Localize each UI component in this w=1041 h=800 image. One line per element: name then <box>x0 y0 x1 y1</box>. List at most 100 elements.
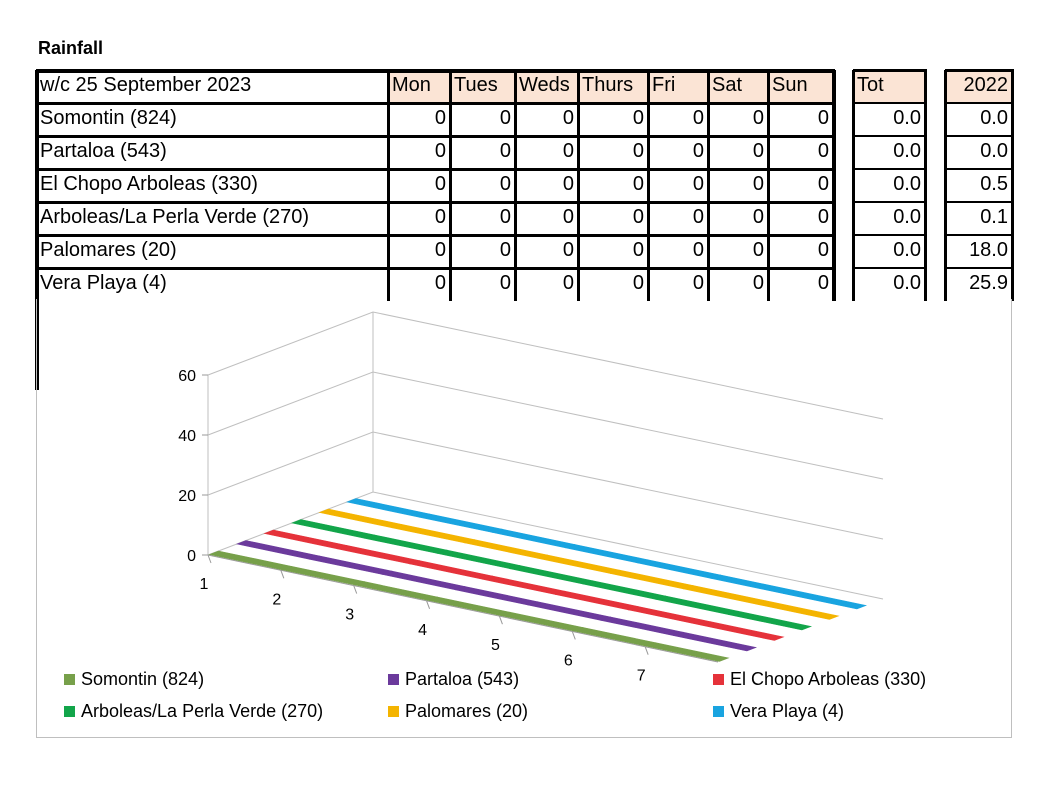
bar-4-3 <box>436 549 521 570</box>
prev-year-header: 2022 <box>945 70 1012 103</box>
bar-3-5 <box>554 590 639 611</box>
table-col-line <box>647 70 650 301</box>
table-row-line <box>36 267 835 270</box>
x-tick <box>498 615 503 625</box>
bar-3-3 <box>409 560 494 580</box>
legend-swatch <box>388 674 399 685</box>
total-value: 0.0 <box>893 206 921 228</box>
bar-3-7 <box>700 621 785 641</box>
x-tick <box>353 585 358 594</box>
bar-4-4 <box>509 565 594 585</box>
station-name: Arboleas/La Perla Verde (270) <box>40 206 310 228</box>
bar-4-5 <box>582 580 667 600</box>
bar-2-5 <box>527 601 612 621</box>
day-value: 0 <box>434 107 446 129</box>
prev-year-value: 0.0 <box>980 107 1008 129</box>
day-value: 0 <box>632 206 644 228</box>
legend-entry: Somontin (824) <box>81 669 204 689</box>
day-value: 0 <box>434 206 446 228</box>
day-header-weds: Weds <box>515 70 578 103</box>
table-border <box>1011 70 1014 301</box>
prev-year-value: 0.0 <box>980 140 1008 162</box>
bar-2-2 <box>308 555 393 575</box>
day-value: 0 <box>817 206 829 228</box>
table-border <box>924 70 927 301</box>
day-value: 0 <box>692 107 704 129</box>
station-name: El Chopo Arboleas (330) <box>40 173 258 195</box>
table-row-line <box>36 201 835 204</box>
day-value: 0 <box>562 239 574 261</box>
x-tick-label: 6 <box>564 652 573 669</box>
table-row-line <box>945 168 1014 170</box>
bar-2-1 <box>235 540 320 560</box>
day-value: 0 <box>692 206 704 228</box>
bar-1-6 <box>572 627 657 647</box>
table-row-line <box>945 102 1014 104</box>
day-value: 0 <box>562 140 574 162</box>
table-border <box>852 70 855 301</box>
page-title: Rainfall <box>38 38 104 58</box>
table-row-line <box>853 234 927 236</box>
bar-3-4 <box>481 575 566 595</box>
table-col-line <box>387 70 390 301</box>
table-border <box>853 69 927 72</box>
legend-entry: Palomares (20) <box>405 701 528 721</box>
day-value: 0 <box>499 206 511 228</box>
day-value: 0 <box>817 173 829 195</box>
day-value: 0 <box>752 140 764 162</box>
station-name: Palomares (20) <box>40 239 177 261</box>
table-row-line <box>853 102 927 104</box>
bar-5-6 <box>682 585 767 605</box>
x-axis-line <box>207 554 719 663</box>
day-value: 0 <box>499 107 511 129</box>
bar-1-5 <box>499 611 584 632</box>
bar-4-6 <box>655 595 740 616</box>
bar-4-1 <box>290 519 375 539</box>
table-border <box>945 69 1014 72</box>
table-col-line <box>449 70 452 301</box>
day-value: 0 <box>499 239 511 261</box>
table-col-line <box>767 70 770 301</box>
day-value: 0 <box>632 140 644 162</box>
prev-year-value: 18.0 <box>969 239 1008 261</box>
bar-4-2 <box>363 534 448 554</box>
x-tick-label: 1 <box>200 576 209 593</box>
day-value: 0 <box>434 140 446 162</box>
gridline <box>207 311 884 420</box>
table-row-line <box>945 267 1014 269</box>
total-value: 0.0 <box>893 239 921 261</box>
table-border <box>36 69 835 73</box>
floor-back-edge <box>207 491 884 600</box>
total-value: 0.0 <box>893 272 921 294</box>
y-tick-label: 20 <box>178 488 196 505</box>
x-tick <box>426 600 431 610</box>
prev-year-value: 0.1 <box>980 206 1008 228</box>
bar-5-2 <box>391 523 476 544</box>
day-value: 0 <box>632 173 644 195</box>
bar-1-1 <box>208 550 293 571</box>
day-header-sun: Sun <box>768 70 833 103</box>
day-value: 0 <box>434 239 446 261</box>
day-value: 0 <box>752 107 764 129</box>
legend-swatch <box>64 706 75 717</box>
day-value: 0 <box>499 173 511 195</box>
day-value: 0 <box>692 173 704 195</box>
total-value: 0.0 <box>893 173 921 195</box>
day-value: 0 <box>434 272 446 294</box>
day-value: 0 <box>632 107 644 129</box>
day-header-tues: Tues <box>450 70 515 103</box>
y-tick-label: 40 <box>178 428 196 445</box>
total-value: 0.0 <box>893 107 921 129</box>
day-value: 0 <box>562 272 574 294</box>
legend-entry: Arboleas/La Perla Verde (270) <box>81 701 323 721</box>
y-tick-label: 60 <box>178 368 196 385</box>
bar-5-1 <box>318 508 403 529</box>
station-name: Somontin (824) <box>40 107 177 129</box>
x-tick <box>571 631 576 640</box>
table-col-line <box>577 70 580 301</box>
day-value: 0 <box>499 272 511 294</box>
x-tick <box>207 554 212 564</box>
day-header-mon: Mon <box>388 70 450 103</box>
day-value: 0 <box>692 239 704 261</box>
